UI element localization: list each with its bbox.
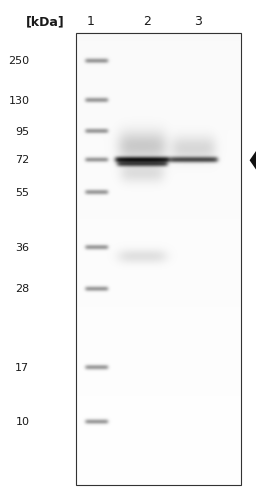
- Text: 1: 1: [87, 15, 95, 28]
- Text: 17: 17: [15, 363, 29, 373]
- Text: 2: 2: [143, 15, 151, 28]
- Text: 72: 72: [15, 155, 29, 165]
- Text: 250: 250: [8, 56, 29, 67]
- Bar: [76, 33, 241, 485]
- Text: 28: 28: [15, 284, 29, 294]
- Text: 130: 130: [8, 96, 29, 106]
- Text: 95: 95: [15, 127, 29, 137]
- Text: 36: 36: [15, 243, 29, 253]
- Polygon shape: [250, 149, 256, 171]
- Text: 10: 10: [15, 417, 29, 427]
- Text: 3: 3: [195, 15, 202, 28]
- Text: [kDa]: [kDa]: [25, 15, 64, 28]
- Text: 55: 55: [15, 187, 29, 198]
